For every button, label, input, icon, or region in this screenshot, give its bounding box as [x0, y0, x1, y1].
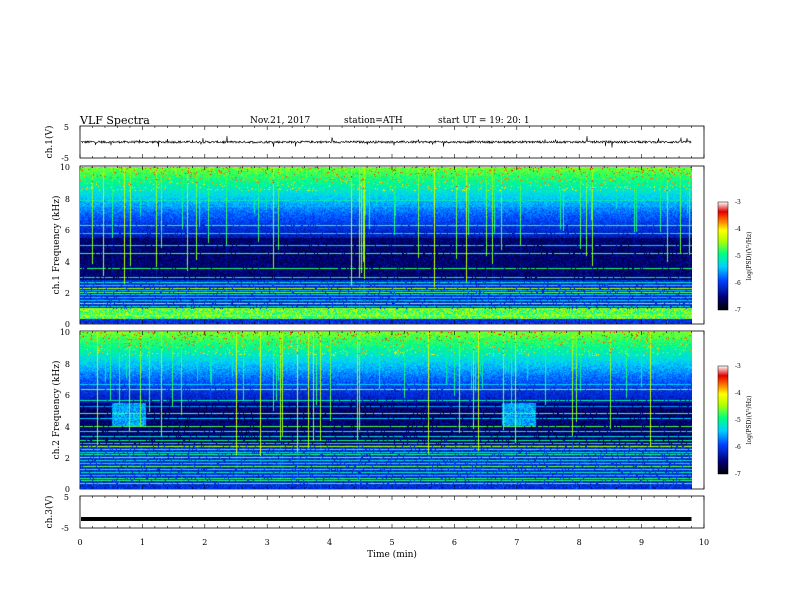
- cb1-tick-m7: -7: [735, 307, 741, 314]
- cb1-tick-m4: -4: [735, 226, 741, 233]
- xtick-10: 10: [699, 538, 709, 547]
- cb2-tick-m6: -6: [735, 444, 741, 451]
- panel-ch1-spectrogram: 10 8 6 4 2 0 ch.1 Frequency (kHz) -3 -4 …: [51, 163, 753, 329]
- spec1-ytick-0: 0: [65, 320, 70, 329]
- xtick-2: 2: [202, 538, 207, 547]
- xtick-1: 1: [140, 538, 145, 547]
- ch2-spectrogram-ylabel: ch.2 Frequency (kHz): [51, 361, 62, 460]
- x-axis-label: Time (min): [367, 549, 417, 560]
- ch1-colorbar: [717, 201, 729, 311]
- spec2-ytick-4: 4: [65, 423, 70, 432]
- spec1-ytick-6: 6: [65, 226, 70, 235]
- xtick-4: 4: [327, 538, 332, 547]
- xtick-9: 9: [639, 538, 644, 547]
- spec1-ytick-10: 10: [60, 163, 70, 172]
- xtick-5: 5: [389, 538, 394, 547]
- ch1-spectrogram-image: [80, 167, 692, 324]
- spec1-ytick-4: 4: [65, 258, 70, 267]
- cb2-tick-m3: -3: [735, 363, 741, 370]
- cb2-tick-m5: -5: [735, 417, 741, 424]
- panel-ch3-waveform: 5 -5 ch.3(V): [44, 493, 705, 533]
- ch1-spectrogram-ylabel: ch.1 Frequency (kHz): [51, 196, 62, 295]
- xtick-0: 0: [77, 538, 82, 547]
- ch2-colorbar: [717, 365, 729, 475]
- ch2-spectrogram-image: [80, 332, 692, 489]
- xtick-8: 8: [577, 538, 582, 547]
- cb2-tick-m7: -7: [735, 471, 741, 478]
- ch3-waveform-frame: [79, 495, 705, 529]
- start-time-label: start UT = 19: 20: 1: [438, 116, 530, 126]
- xtick-6: 6: [452, 538, 457, 547]
- spec1-ytick-8: 8: [65, 195, 70, 204]
- figure-title: VLF Spectra: [79, 114, 150, 127]
- xtick-3: 3: [265, 538, 270, 547]
- ch2-spectrogram-yticks: 10 8 6 4 2 0: [60, 328, 70, 494]
- spec2-ytick-8: 8: [65, 360, 70, 369]
- ch1-spectrogram-yticks: 10 8 6 4 2 0: [60, 163, 70, 329]
- cb1-tick-m5: -5: [735, 253, 741, 260]
- ch1-waveform-trace: [81, 135, 692, 148]
- ch1-ytick-top: 5: [64, 123, 69, 132]
- cb2-label: log(PSD)(V²/Hz): [746, 396, 753, 445]
- station-label: station=ATH: [344, 116, 403, 126]
- x-tick-marks: [79, 126, 705, 528]
- panel-ch2-spectrogram: 10 8 6 4 2 0 ch.2 Frequency (kHz) -3 -4 …: [51, 328, 753, 494]
- date-label: Nov.21, 2017: [250, 116, 311, 126]
- cb1-tick-m3: -3: [735, 199, 741, 206]
- ch1-ytick-bottom: -5: [61, 154, 69, 163]
- ch3-ytick-bottom: -5: [61, 524, 69, 533]
- panel-ch1-waveform: 5 -5 ch.1(V): [44, 123, 705, 163]
- cb1-label: log(PSD)(V²/Hz): [746, 232, 753, 281]
- ch3-ytick-top: 5: [64, 493, 69, 502]
- ch1-ylabel: ch.1(V): [44, 126, 55, 159]
- x-axis-tick-labels: 0 1 2 3 4 5 6 7 8 9 10: [77, 538, 709, 547]
- ch3-ylabel: ch.3(V): [44, 496, 55, 529]
- spec2-ytick-0: 0: [65, 485, 70, 494]
- cb1-tick-m6: -6: [735, 280, 741, 287]
- spec2-ytick-10: 10: [60, 328, 70, 337]
- spec2-ytick-6: 6: [65, 391, 70, 400]
- spec2-ytick-2: 2: [65, 454, 70, 463]
- cb2-tick-m4: -4: [735, 390, 741, 397]
- spec1-ytick-2: 2: [65, 289, 70, 298]
- xtick-7: 7: [514, 538, 519, 547]
